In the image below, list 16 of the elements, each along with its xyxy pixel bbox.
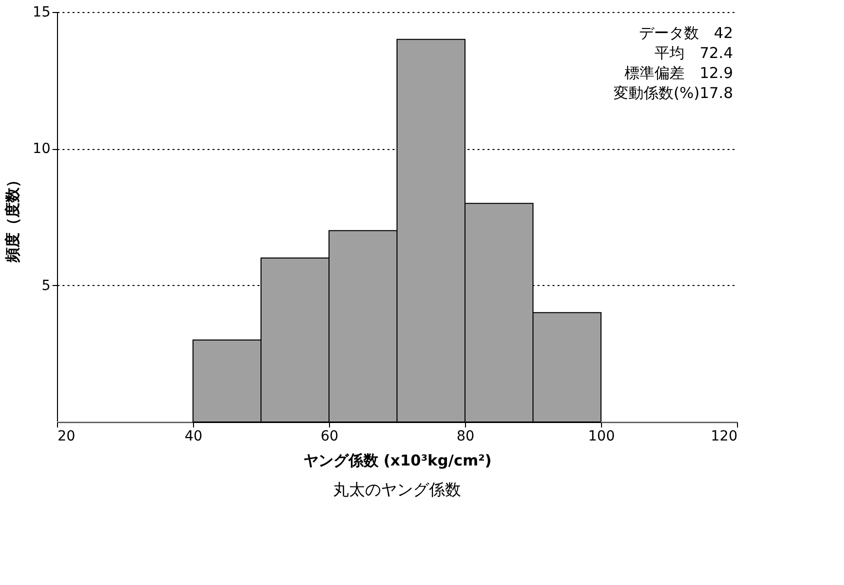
annotation: 平均 72.4 xyxy=(654,44,733,62)
x-tick-label: 100 xyxy=(588,428,615,444)
x-tick-label: 60 xyxy=(320,428,338,444)
x-tick-label: 80 xyxy=(456,428,474,444)
y-tick-label: 10 xyxy=(32,141,50,158)
y-tick-label: 5 xyxy=(42,278,50,294)
x-axis-title: ヤング係数 (x10³kg/cm²) xyxy=(303,452,492,470)
annotation: 標準偏差 12.9 xyxy=(624,64,733,82)
text: 丸太のヤング係数 xyxy=(333,480,461,499)
annotation: データ数 42 xyxy=(638,24,733,42)
y-axis-title: 頻度（度数） xyxy=(4,172,22,264)
x-tick-label: 40 xyxy=(184,428,202,444)
x-tick-label: 120 xyxy=(710,428,738,444)
x-tick-label: 20 xyxy=(58,428,76,444)
y-tick-label: 15 xyxy=(32,4,50,20)
annotation: 変動係数(%)17.8 xyxy=(614,84,733,102)
